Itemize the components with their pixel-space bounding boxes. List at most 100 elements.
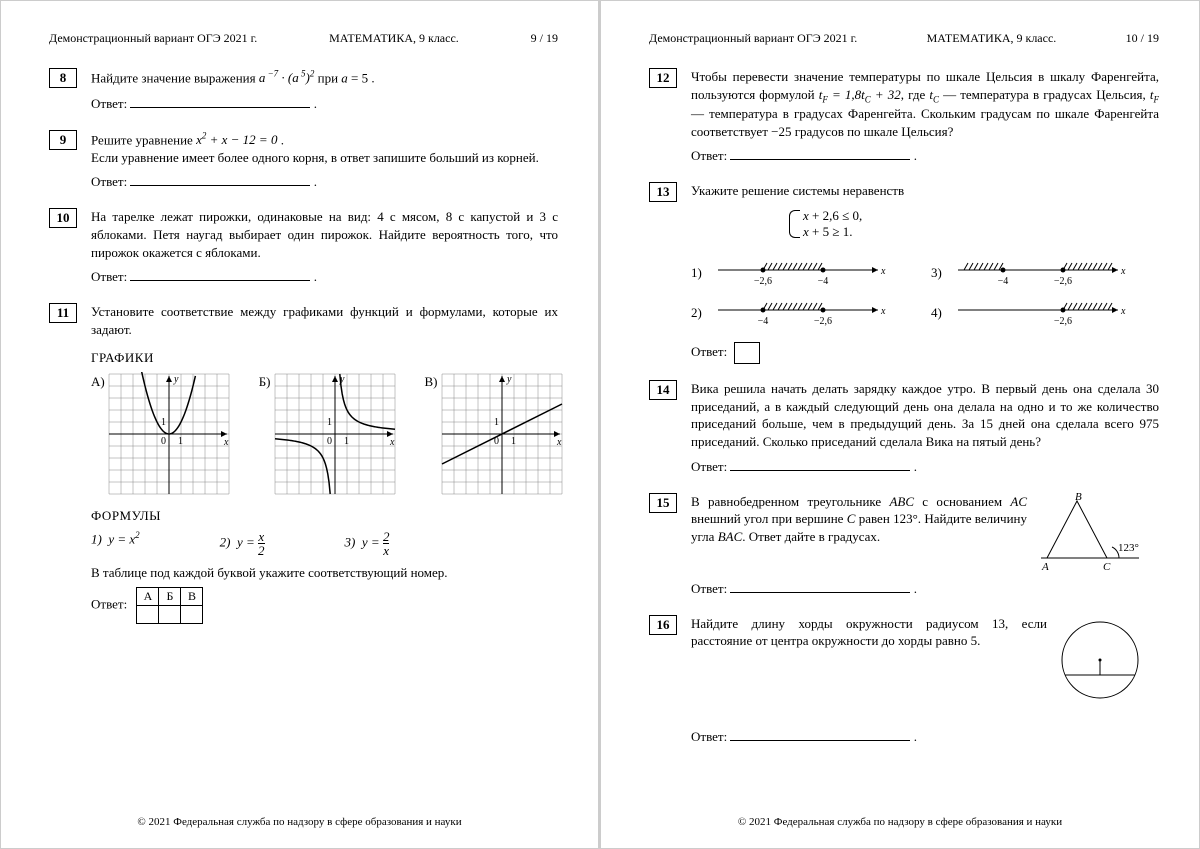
task-text: Установите соответствие между графиками … bbox=[91, 303, 558, 338]
number-line-4: x −2,6 bbox=[948, 296, 1128, 330]
option-4: 4) x−2,6 bbox=[931, 296, 1171, 330]
svg-text:1: 1 bbox=[344, 436, 349, 447]
task-13: 13 Укажите решение системы неравенств bbox=[649, 182, 1159, 202]
page-10: Демонстрационный вариант ОГЭ 2021 г. МАТ… bbox=[600, 0, 1200, 849]
formula-1: 1) y = x2 bbox=[91, 530, 140, 557]
svg-text:−4: −4 bbox=[758, 316, 769, 327]
svg-text:−2,6: −2,6 bbox=[1054, 276, 1072, 287]
svg-text:x: x bbox=[880, 306, 886, 317]
footer: © 2021 Федеральная служба по надзору в с… bbox=[601, 816, 1199, 828]
svg-text:B: B bbox=[1075, 493, 1082, 503]
table-note: В таблице под каждой буквой укажите соот… bbox=[91, 565, 558, 581]
answer-line-9: Ответ: . bbox=[91, 174, 558, 190]
task-14: 14 Вика решила начать делать зарядку каж… bbox=[649, 380, 1159, 450]
header-pagenum: 10 / 19 bbox=[1126, 31, 1159, 46]
header-pagenum: 9 / 19 bbox=[531, 31, 558, 46]
task-12: 12 Чтобы перевести значение температуры … bbox=[649, 68, 1159, 140]
footer: © 2021 Федеральная служба по надзору в с… bbox=[1, 816, 598, 828]
task-number: 8 bbox=[49, 68, 77, 88]
option-1: 1) x−2,6−4 bbox=[691, 256, 931, 290]
svg-text:x: x bbox=[1120, 266, 1126, 277]
task-8: 8 Найдите значение выражения a −7 · (a 5… bbox=[49, 68, 558, 88]
svg-text:1: 1 bbox=[511, 436, 516, 447]
header-left: Демонстрационный вариант ОГЭ 2021 г. bbox=[49, 31, 257, 46]
svg-text:123°: 123° bbox=[1118, 542, 1139, 554]
svg-text:1: 1 bbox=[161, 417, 166, 428]
svg-text:y: y bbox=[506, 374, 512, 385]
number-line-2: x −4 −2,6 bbox=[708, 296, 888, 330]
header-mid: МАТЕМАТИКА, 9 класс. bbox=[927, 31, 1057, 46]
svg-text:C: C bbox=[1103, 561, 1111, 573]
task-number: 14 bbox=[649, 380, 677, 400]
option-2: 2) x−4−2,6 bbox=[691, 296, 931, 330]
answer-line-12: Ответ: . bbox=[691, 148, 1159, 164]
page-header: Демонстрационный вариант ОГЭ 2021 г. МАТ… bbox=[649, 31, 1159, 46]
svg-text:x: x bbox=[1120, 306, 1126, 317]
circle-figure bbox=[1055, 615, 1145, 705]
answer-box-13: Ответ: bbox=[691, 342, 1159, 364]
svg-text:x: x bbox=[556, 437, 562, 448]
header-mid: МАТЕМАТИКА, 9 класс. bbox=[329, 31, 459, 46]
graph-C-svg: 011xy bbox=[440, 372, 564, 496]
graph-C: В) 011xy bbox=[425, 372, 564, 496]
task-number: 11 bbox=[49, 303, 77, 323]
svg-text:x: x bbox=[880, 266, 886, 277]
page-9: Демонстрационный вариант ОГЭ 2021 г. МАТ… bbox=[0, 0, 600, 849]
svg-text:−4: −4 bbox=[818, 276, 829, 287]
formulas-heading: ФОРМУЛЫ bbox=[91, 508, 558, 524]
task-10: 10 На тарелке лежат пирожки, одинаковые … bbox=[49, 208, 558, 261]
svg-text:−2,6: −2,6 bbox=[814, 316, 832, 327]
page-header: Демонстрационный вариант ОГЭ 2021 г. МАТ… bbox=[49, 31, 558, 46]
inequality-system: x + 2,6 ≤ 0, x + 5 ≥ 1. bbox=[789, 208, 862, 240]
task-text: Чтобы перевести значение температуры по … bbox=[691, 68, 1159, 140]
formula-2: 2) y = x2 bbox=[220, 530, 265, 557]
svg-text:1: 1 bbox=[327, 417, 332, 428]
svg-text:A: A bbox=[1041, 561, 1049, 573]
svg-text:−2,6: −2,6 bbox=[1054, 316, 1072, 327]
graph-B-svg: 011xy bbox=[273, 372, 397, 496]
task-text: Укажите решение системы неравенств bbox=[691, 182, 1159, 200]
task-text: Найдите значение выражения a −7 · (a 5)2… bbox=[91, 68, 558, 87]
task-text: Решите уравнение x2 + x − 12 = 0 . Если … bbox=[91, 130, 558, 166]
page-spread: Демонстрационный вариант ОГЭ 2021 г. МАТ… bbox=[0, 0, 1200, 849]
answer-line-10: Ответ: . bbox=[91, 269, 558, 285]
task-11: 11 Установите соответствие между графика… bbox=[49, 303, 558, 338]
task-number: 12 bbox=[649, 68, 677, 88]
answer-line-14: Ответ: . bbox=[691, 459, 1159, 475]
task-text: Найдите длину хорды окружности радиусом … bbox=[691, 615, 1145, 705]
task-9: 9 Решите уравнение x2 + x − 12 = 0 . Есл… bbox=[49, 130, 558, 166]
task-number: 10 bbox=[49, 208, 77, 228]
header-left: Демонстрационный вариант ОГЭ 2021 г. bbox=[649, 31, 857, 46]
graphs-row: А) 011xy Б) 011xy В) 011xy bbox=[91, 372, 558, 496]
graph-B: Б) 011xy bbox=[259, 372, 397, 496]
answer-line-8: Ответ: . bbox=[91, 96, 558, 112]
svg-text:−2,6: −2,6 bbox=[754, 276, 772, 287]
number-line-1: x −2,6 −4 bbox=[708, 256, 888, 290]
svg-text:x: x bbox=[223, 437, 229, 448]
answer-table: АБВ bbox=[136, 587, 203, 624]
svg-text:1: 1 bbox=[494, 417, 499, 428]
answer-line-15: Ответ: . bbox=[691, 581, 1159, 597]
graphs-heading: ГРАФИКИ bbox=[91, 350, 558, 366]
task-number: 13 bbox=[649, 182, 677, 202]
answer-line-16: Ответ: . bbox=[691, 729, 1159, 745]
answer-table-row: Ответ: АБВ bbox=[91, 587, 558, 624]
formulas-row: 1) y = x2 2) y = x2 3) y = 2x bbox=[91, 530, 558, 557]
svg-text:0: 0 bbox=[161, 436, 166, 447]
triangle-figure: A B C 123° bbox=[1035, 493, 1145, 573]
formula-3: 3) y = 2x bbox=[345, 530, 390, 557]
option-3: 3) x−4−2,6 bbox=[931, 256, 1171, 290]
svg-text:0: 0 bbox=[327, 436, 332, 447]
task-number: 15 bbox=[649, 493, 677, 513]
task-number: 9 bbox=[49, 130, 77, 150]
task-number: 16 bbox=[649, 615, 677, 635]
task-16: 16 Найдите длину хорды окружности радиус… bbox=[649, 615, 1159, 705]
svg-text:y: y bbox=[173, 374, 179, 385]
task-15: 15 ABC123° В равнобедренном треугольнике… bbox=[649, 493, 1159, 573]
task-text: ABC123° В равнобедренном треугольнике AB… bbox=[691, 493, 1145, 573]
task-text: На тарелке лежат пирожки, одинаковые на … bbox=[91, 208, 558, 261]
number-line-options: 1) x−2,6−4 3) x−4−2,6 2) x−4−2,6 4) x−2,… bbox=[691, 256, 1159, 330]
number-line-3: x−4−2,6 bbox=[948, 256, 1128, 290]
svg-text:1: 1 bbox=[178, 436, 183, 447]
task-text: Вика решила начать делать зарядку каждое… bbox=[691, 380, 1159, 450]
